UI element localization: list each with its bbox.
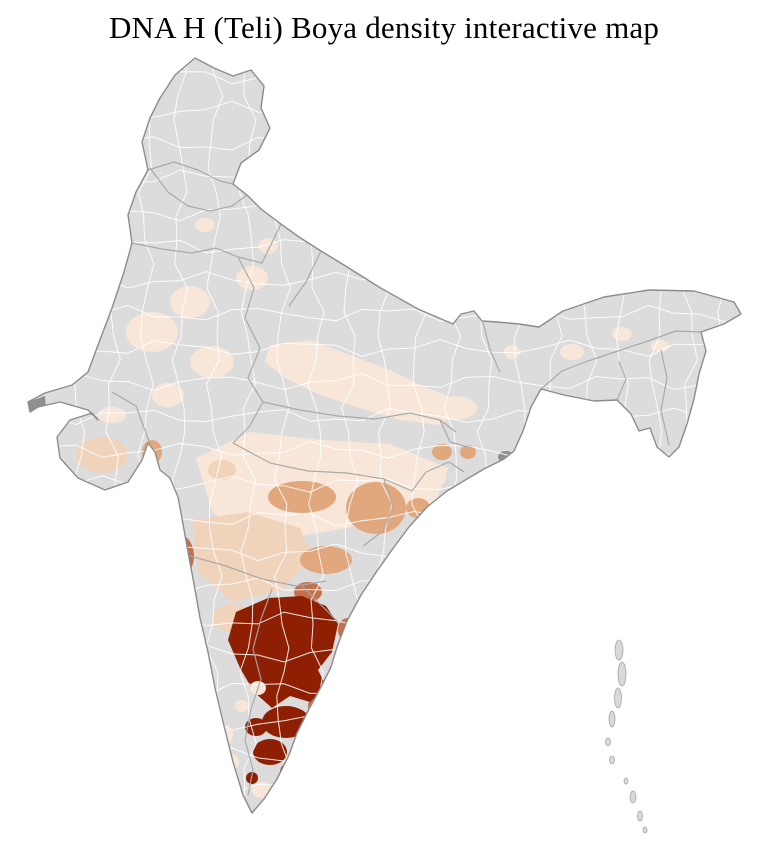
island[interactable]	[608, 710, 616, 728]
cluster-saurashtra[interactable]	[76, 437, 128, 473]
island[interactable]	[605, 737, 611, 747]
state-boundary	[189, 555, 327, 587]
state-boundary	[660, 349, 670, 446]
cluster-rajasthan-2[interactable]	[170, 286, 210, 318]
andaman-nicobar-islands	[605, 639, 648, 834]
cluster-maharashtra-belt[interactable]	[192, 512, 312, 602]
cluster-uttar-pradesh-belt[interactable]	[265, 340, 460, 425]
island[interactable]	[642, 826, 648, 834]
state-boundary	[482, 321, 501, 373]
state-boundary	[111, 391, 151, 445]
cluster-punjab[interactable]	[195, 218, 215, 232]
cluster-north-bengal[interactable]	[504, 345, 520, 359]
island[interactable]	[617, 661, 627, 687]
state-boundary	[301, 585, 340, 624]
cluster-karnataka-gap-2[interactable]	[235, 700, 249, 712]
state-boundary	[250, 588, 273, 710]
state-boundary	[131, 223, 282, 264]
state-boundary	[540, 330, 702, 390]
island[interactable]	[637, 810, 643, 822]
cluster-vidarbha[interactable]	[268, 481, 336, 513]
state-boundary	[362, 478, 394, 547]
cluster-himachal[interactable]	[258, 238, 278, 254]
state-boundary	[411, 461, 465, 492]
island[interactable]	[609, 755, 615, 765]
cluster-telangana-north[interactable]	[300, 546, 352, 574]
cluster-bihar[interactable]	[433, 396, 477, 420]
cluster-assam-1[interactable]	[560, 344, 584, 360]
india-map-base[interactable]	[28, 58, 741, 813]
state-boundary	[147, 161, 234, 185]
cluster-kutch[interactable]	[98, 407, 126, 423]
state-boundary	[288, 250, 322, 307]
state-boundary	[616, 360, 627, 401]
cluster-mp-west[interactable]	[208, 460, 236, 480]
map-title: DNA H (Teli) Boya density interactive ma…	[108, 10, 660, 45]
state-boundary	[439, 419, 473, 449]
state-boundary	[149, 167, 248, 212]
island[interactable]	[623, 777, 629, 785]
cluster-bengal-south[interactable]	[460, 445, 476, 459]
island[interactable]	[614, 639, 624, 661]
cluster-assam-2[interactable]	[612, 327, 632, 341]
cluster-rajasthan-1[interactable]	[126, 312, 178, 352]
state-boundary	[232, 442, 413, 492]
cluster-rajasthan-3[interactable]	[190, 346, 234, 378]
state-boundary	[244, 708, 254, 796]
state-boundaries	[111, 161, 702, 796]
cluster-jharkhand[interactable]	[432, 444, 452, 460]
cluster-rajasthan-4[interactable]	[152, 383, 184, 407]
island[interactable]	[629, 790, 637, 804]
island[interactable]	[614, 687, 622, 709]
cluster-tamilnadu-far-south[interactable]	[275, 789, 289, 803]
state-boundary	[232, 256, 264, 444]
